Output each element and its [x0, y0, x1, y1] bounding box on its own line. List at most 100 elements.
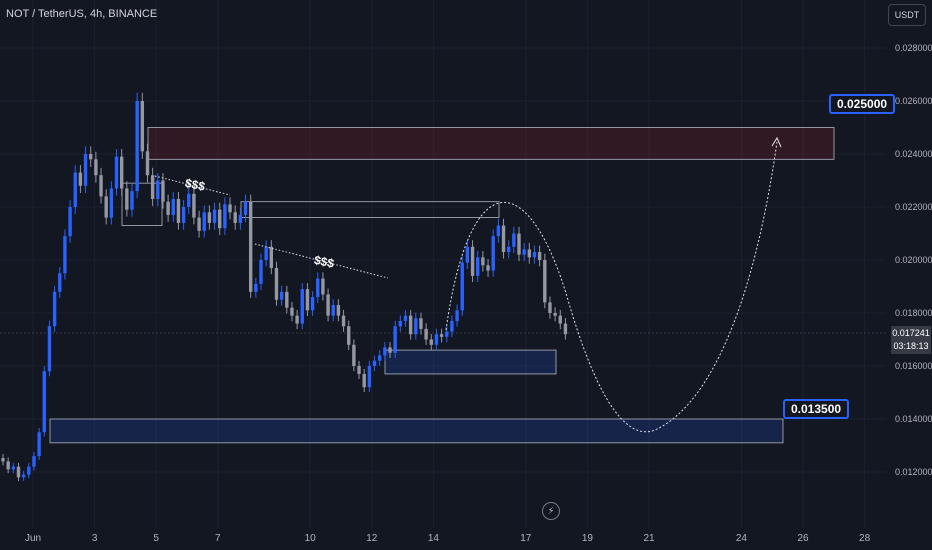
candle — [300, 283, 304, 330]
candle-body — [414, 318, 418, 335]
candle — [419, 312, 423, 335]
candle-body — [403, 315, 408, 321]
time-axis[interactable]: Jun 3 5 7 10 12 14 17 19 21 24 26 28 — [25, 533, 871, 544]
currency-button[interactable]: USDT — [888, 4, 926, 26]
lightning-icon[interactable]: ⚡ — [542, 502, 560, 520]
candle — [171, 191, 175, 222]
y-tick-label: 0.014000 — [895, 414, 932, 424]
candle-body — [27, 466, 31, 475]
y-tick-label: 0.028000 — [895, 43, 932, 53]
candle — [1, 454, 5, 466]
candle — [181, 200, 186, 230]
candle-body — [104, 196, 108, 218]
candle-body — [408, 315, 413, 335]
candle-body — [114, 156, 119, 189]
candle-body — [83, 154, 88, 186]
candle — [501, 218, 506, 259]
candle — [445, 326, 449, 343]
candle-body — [429, 339, 433, 345]
x-tick-label: 28 — [859, 533, 871, 544]
candle — [274, 261, 279, 306]
candle-body — [300, 289, 304, 324]
candle-body — [238, 214, 243, 223]
candle — [63, 229, 67, 280]
candle-body — [166, 201, 170, 215]
candle — [6, 457, 10, 474]
candle — [398, 315, 403, 332]
candle-body — [398, 320, 403, 327]
liquidity-line — [154, 175, 231, 196]
candle — [563, 318, 568, 340]
candle-body — [223, 204, 227, 229]
candle — [393, 320, 397, 358]
candle — [548, 296, 552, 319]
candle — [94, 151, 98, 183]
candle-body — [259, 260, 263, 284]
candle — [238, 208, 243, 230]
candle — [470, 240, 475, 283]
candle-body — [269, 246, 274, 268]
candle — [150, 167, 155, 207]
candle-body — [486, 265, 490, 271]
liquidity-label: $$$ — [313, 253, 336, 271]
candle — [460, 256, 464, 317]
candle — [372, 355, 377, 372]
x-tick-label: 3 — [92, 533, 98, 544]
candle — [341, 309, 346, 332]
candle — [243, 194, 248, 222]
candle — [254, 277, 258, 298]
candle-body — [21, 474, 26, 478]
candle-body — [388, 347, 392, 353]
candle-body — [522, 249, 526, 255]
candle — [27, 462, 31, 479]
candle — [424, 323, 428, 345]
candle-body — [512, 233, 516, 247]
candle — [429, 334, 433, 351]
candle — [58, 267, 62, 298]
candle-body — [383, 347, 387, 356]
candle-body — [125, 188, 129, 210]
candle — [78, 165, 83, 194]
candle-body — [63, 236, 67, 274]
candle — [228, 197, 232, 220]
x-tick-label: 24 — [736, 533, 748, 544]
target-low-label[interactable]: 0.013500 — [783, 399, 850, 419]
candle-body — [150, 175, 155, 200]
candle — [16, 462, 21, 482]
candle-body — [295, 315, 299, 324]
candle — [89, 146, 93, 167]
candle — [290, 301, 294, 322]
candle-body — [336, 305, 341, 316]
candle-body — [264, 246, 268, 260]
candle-body — [161, 180, 165, 202]
y-tick-label: 0.016000 — [895, 361, 932, 371]
candle — [176, 191, 181, 230]
target-high-label[interactable]: 0.025000 — [829, 94, 896, 114]
candle — [223, 197, 227, 235]
x-tick-label: 7 — [215, 533, 221, 544]
price-axis[interactable]: 0.028000 0.026000 0.024000 0.022000 0.020000… — [895, 43, 932, 477]
candle-body — [192, 193, 196, 218]
y-tick-label: 0.026000 — [895, 96, 932, 106]
candle — [21, 470, 26, 482]
candle — [269, 240, 274, 275]
candle — [321, 272, 325, 301]
candle-body — [439, 334, 444, 337]
candle-body — [156, 180, 160, 200]
candle-body — [197, 217, 201, 231]
candle — [161, 173, 165, 209]
candle — [377, 350, 382, 366]
candle-body — [140, 101, 145, 152]
candle — [233, 205, 237, 230]
candle — [527, 242, 532, 264]
candle-body — [543, 260, 547, 303]
candle — [558, 309, 562, 330]
y-tick-label: 0.020000 — [895, 255, 932, 265]
candle-countdown: 03:18:13 — [893, 341, 929, 351]
candle-body — [470, 246, 475, 276]
candle-body — [377, 355, 382, 361]
candle-body — [424, 328, 428, 340]
x-tick-label: Jun — [25, 533, 41, 544]
candle-body — [445, 331, 449, 337]
